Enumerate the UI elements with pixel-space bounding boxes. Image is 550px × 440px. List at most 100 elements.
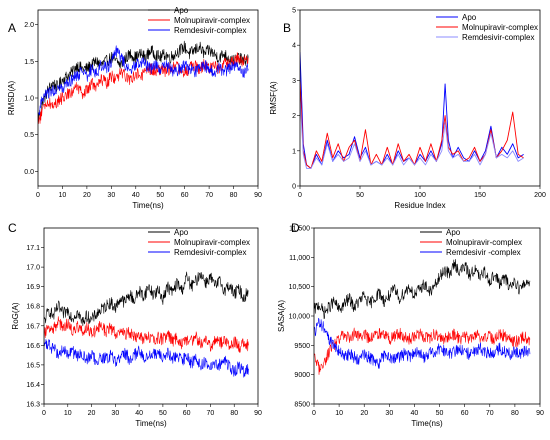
legend-label: Remdesivir-complex	[174, 26, 246, 35]
y-tick-label: 16.7	[26, 323, 40, 330]
x-tick-label: 100	[414, 192, 426, 199]
panel-letter: A	[8, 21, 16, 35]
panel-letter: C	[8, 221, 17, 235]
y-axis-label: SASA(A)	[277, 300, 286, 332]
x-tick-label: 50	[159, 410, 167, 417]
x-tick-label: 80	[230, 410, 238, 417]
x-tick-label: 70	[205, 192, 213, 199]
legend: ApoMolnupiravir-complexRemdesivir-comple…	[148, 228, 250, 257]
legend-label: Apo	[446, 228, 461, 237]
legend-label: Molnupiravir-complex	[462, 23, 538, 32]
x-tick-label: 80	[230, 192, 238, 199]
y-tick-label: 16.3	[26, 402, 40, 409]
series-line-apo	[314, 258, 531, 319]
x-tick-label: 150	[474, 192, 486, 199]
y-tick-label: 11,500	[289, 226, 310, 233]
y-tick-label: 9500	[294, 343, 310, 350]
legend: ApoMolnupiravir-complexRemdesivir-comple…	[436, 13, 538, 42]
x-axis-label: Time(ns)	[411, 419, 443, 428]
legend-label: Apo	[174, 228, 189, 237]
legend-label: Molnupiravir-complex	[446, 238, 522, 247]
series-line-remdesivir-complex	[300, 97, 524, 169]
panel-d: 0 10 20 30 40 50 60 70 80 90 8500 9000 9500 10,000 10,…	[277, 221, 544, 428]
y-axis-label: RoG(A)	[11, 302, 20, 329]
y-tick-label: 16.9	[26, 284, 40, 291]
x-tick-label: 40	[132, 192, 140, 199]
series-line-apo	[44, 271, 249, 327]
y-tick-label: 16.4	[26, 382, 40, 389]
y-tick-label: 0.0	[24, 169, 34, 176]
y-tick-label: 0	[292, 184, 296, 191]
x-tick-label: 20	[88, 410, 96, 417]
panel-b: 0 50 100 150 200 0 1 2 3 4 5 Residue Index RMSF(A) B A…	[269, 8, 546, 211]
y-tick-label: 8500	[294, 402, 310, 409]
series-line-remdesivir-complex	[314, 317, 531, 369]
y-tick-label: 16.5	[26, 362, 40, 369]
panel-a: 0 10 20 30 40 50 60 70 80 90 0.0 0.5 1.0 1.5 2.0 Time(n…	[7, 6, 262, 210]
x-tick-label: 60	[181, 192, 189, 199]
panel-letter: B	[283, 21, 291, 35]
x-tick-label: 40	[411, 410, 419, 417]
y-tick-label: 16.6	[26, 343, 40, 350]
series-line-apo	[38, 40, 249, 123]
y-axis-label: RMSF(A)	[269, 81, 278, 115]
legend-label: Remdesivir-complex	[462, 33, 534, 42]
y-tick-label: 2	[292, 113, 296, 120]
series-line-molnupiravir-complex	[38, 52, 249, 125]
y-tick-label: 1.5	[24, 59, 34, 66]
plot-frame	[37, 9, 259, 187]
y-tick-label: 10,000	[289, 314, 311, 321]
y-tick-label: 1.0	[24, 96, 34, 103]
x-tick-label: 20	[83, 192, 91, 199]
y-tick-label: 5	[292, 8, 296, 15]
y-tick-label: 10,500	[289, 284, 311, 291]
x-tick-label: 50	[156, 192, 164, 199]
x-axis-label: Time(ns)	[132, 201, 164, 210]
series-line-molnupiravir-complex	[44, 316, 249, 353]
x-tick-label: 50	[356, 192, 364, 199]
plot-frame	[43, 227, 259, 405]
x-tick-label: 30	[385, 410, 393, 417]
x-tick-label: 80	[511, 410, 519, 417]
x-tick-label: 200	[534, 192, 546, 199]
y-tick-label: 4	[292, 43, 296, 50]
x-tick-label: 10	[335, 410, 343, 417]
legend-label: Remdesivir -complex	[446, 248, 521, 257]
series-line-molnupiravir-complex	[300, 80, 524, 169]
x-tick-label: 60	[461, 410, 469, 417]
y-tick-label: 0.5	[24, 132, 34, 139]
series-line-remdesivir-complex	[38, 45, 249, 116]
y-tick-label: 16.8	[26, 304, 40, 311]
x-tick-label: 40	[135, 410, 143, 417]
x-tick-label: 0	[298, 192, 302, 199]
x-tick-label: 0	[312, 410, 316, 417]
x-tick-label: 90	[536, 410, 544, 417]
x-tick-label: 20	[360, 410, 368, 417]
x-axis-label: Time(ns)	[135, 419, 167, 428]
legend-label: Apo	[174, 6, 189, 15]
x-tick-label: 50	[436, 410, 444, 417]
x-tick-label: 0	[36, 192, 40, 199]
x-axis-label: Residue Index	[394, 201, 445, 210]
legend-label: Remdesivir-complex	[174, 248, 246, 257]
series-line-remdesivir-complex	[44, 337, 249, 378]
series-line-molnupiravir-complex	[314, 327, 531, 375]
legend-label: Apo	[462, 13, 477, 22]
x-tick-label: 30	[111, 410, 119, 417]
y-tick-label: 1	[292, 148, 296, 155]
y-tick-label: 3	[292, 78, 296, 85]
x-tick-label: 90	[254, 410, 262, 417]
x-tick-label: 70	[207, 410, 215, 417]
y-axis-label: RMSD(A)	[7, 81, 16, 116]
y-tick-label: 17.0	[26, 265, 40, 272]
legend-label: Molnupiravir-complex	[174, 238, 250, 247]
y-tick-label: 17.1	[26, 245, 40, 252]
legend-label: Molnupiravir-complex	[174, 16, 250, 25]
x-tick-label: 70	[486, 410, 494, 417]
panel-letter: D	[291, 221, 300, 235]
x-tick-label: 10	[64, 410, 72, 417]
x-tick-label: 0	[42, 410, 46, 417]
